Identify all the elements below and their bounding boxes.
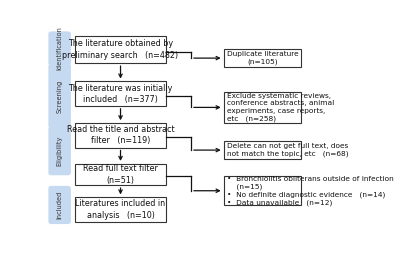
FancyBboxPatch shape bbox=[224, 142, 301, 159]
Text: The literature was initially
included   (n=377): The literature was initially included (n… bbox=[68, 84, 173, 104]
Text: Duplicate literature
(n=105): Duplicate literature (n=105) bbox=[226, 51, 298, 65]
FancyBboxPatch shape bbox=[49, 32, 70, 65]
Text: Screening: Screening bbox=[57, 80, 63, 113]
FancyBboxPatch shape bbox=[224, 49, 301, 67]
Text: Read the title and abstract
filter   (n=119): Read the title and abstract filter (n=11… bbox=[67, 125, 174, 145]
Text: Delete can not get full text, does
not match the topic, etc   (n=68): Delete can not get full text, does not m… bbox=[227, 143, 349, 157]
FancyBboxPatch shape bbox=[75, 197, 166, 222]
FancyBboxPatch shape bbox=[224, 176, 301, 205]
Text: Eligibility: Eligibility bbox=[57, 136, 63, 166]
FancyBboxPatch shape bbox=[75, 123, 166, 148]
Text: Identification: Identification bbox=[57, 26, 63, 70]
Text: Read full text filter
(n=51): Read full text filter (n=51) bbox=[83, 164, 158, 185]
FancyBboxPatch shape bbox=[49, 187, 70, 223]
Text: Literatures included in
analysis   (n=10): Literatures included in analysis (n=10) bbox=[76, 200, 166, 220]
FancyBboxPatch shape bbox=[49, 128, 70, 175]
Text: Included: Included bbox=[57, 191, 63, 219]
FancyBboxPatch shape bbox=[224, 92, 301, 123]
Text: Exclude systematic reviews,
conference abstracts, animal
experiments, case repor: Exclude systematic reviews, conference a… bbox=[227, 93, 334, 122]
FancyBboxPatch shape bbox=[49, 65, 70, 128]
Text: •  Bronchiolitis obliterans outside of infection
    (n=15)
•  No definite diagn: • Bronchiolitis obliterans outside of in… bbox=[227, 176, 394, 206]
FancyBboxPatch shape bbox=[75, 36, 166, 63]
FancyBboxPatch shape bbox=[75, 82, 166, 106]
FancyBboxPatch shape bbox=[75, 164, 166, 185]
Text: The literature obtained by
preliminary search   (n=482): The literature obtained by preliminary s… bbox=[62, 39, 178, 59]
